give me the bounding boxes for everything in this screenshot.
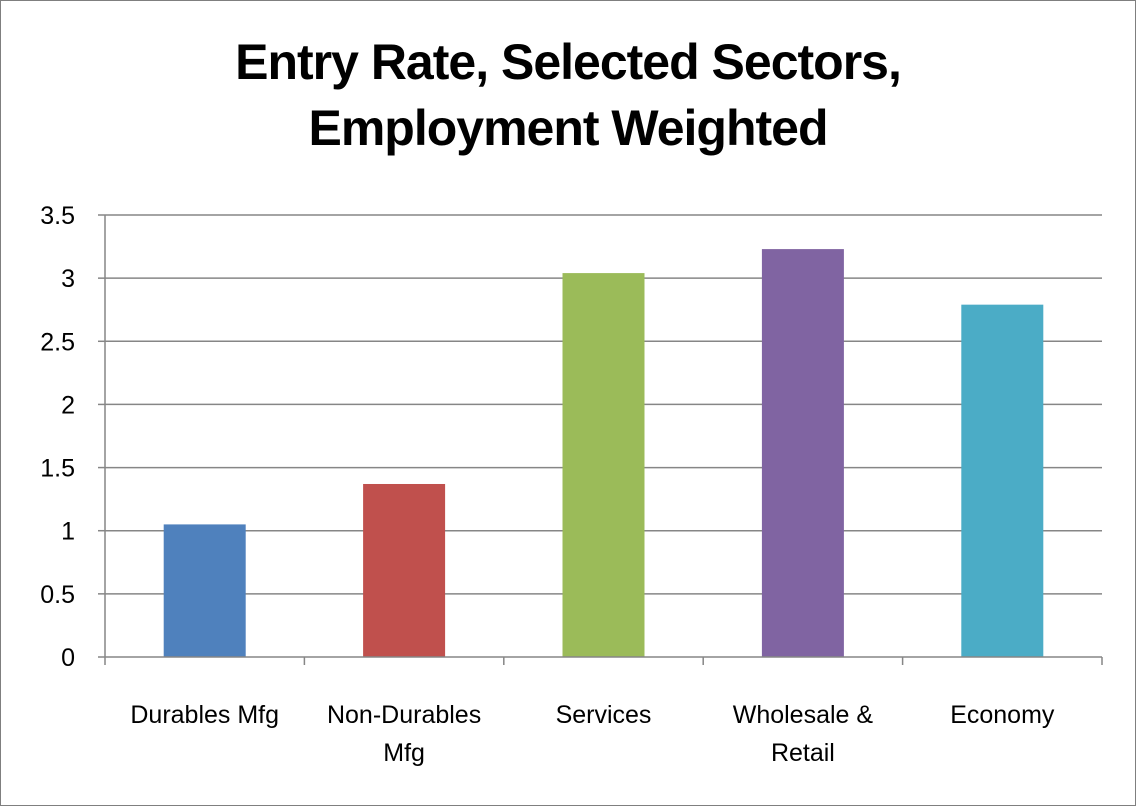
y-tick-label: 0.5 (40, 581, 75, 609)
y-tick-label: 1 (61, 518, 75, 546)
bar (163, 524, 246, 657)
y-tick-label: 3.5 (40, 202, 75, 230)
x-tick-label: Services (556, 701, 652, 729)
axes (98, 214, 1103, 665)
bar (961, 304, 1044, 657)
chart-title: Entry Rate, Selected Sectors, Employment… (1, 29, 1135, 161)
bars (163, 249, 1044, 657)
chart-title-line-2: Employment Weighted (308, 100, 828, 156)
y-tick-label: 1.5 (40, 455, 75, 483)
y-tick-label: 3 (61, 265, 75, 293)
bar (761, 249, 844, 657)
x-tick-label: Non-Durables (327, 701, 481, 729)
y-tick-label: 2 (61, 391, 75, 419)
x-tick-label: Durables Mfg (130, 701, 279, 729)
x-tick-label: Wholesale & (733, 701, 874, 729)
y-tick-label: 0 (61, 644, 75, 672)
bar (363, 483, 446, 657)
x-tick-label: Retail (771, 739, 835, 767)
y-tick-label: 2.5 (40, 328, 75, 356)
x-tick-label: Economy (950, 701, 1055, 729)
x-tick-label: Mfg (383, 739, 425, 767)
chart-title-line-1: Entry Rate, Selected Sectors, (235, 34, 902, 90)
tick-labels: 0 0.5 1 1.5 2 2.5 3 3.5 Durables Mfg Non-Durables… (40, 202, 1055, 767)
bar (562, 273, 645, 657)
